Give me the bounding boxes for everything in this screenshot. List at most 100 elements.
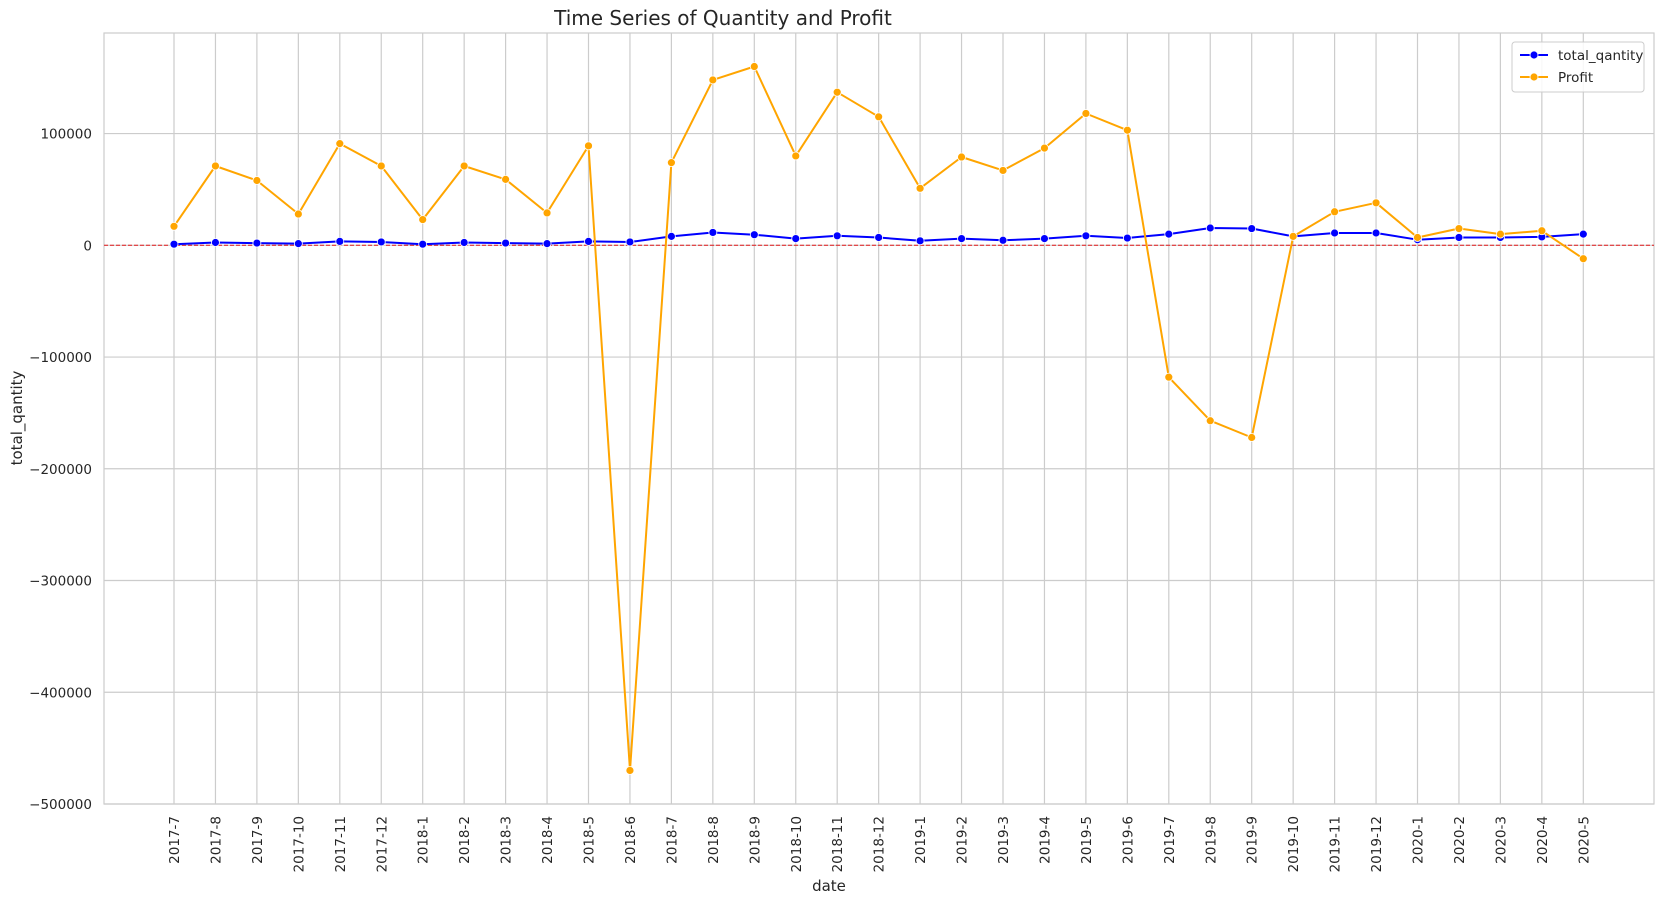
series-layer <box>169 62 1588 775</box>
data-point <box>584 141 593 151</box>
x-tick-label: 2019-7 <box>1162 816 1178 864</box>
legend-label: Profit <box>1558 70 1593 86</box>
chart-title: Time Series of Quantity and Profit <box>553 6 892 30</box>
x-tick-label: 2018-1 <box>416 816 432 864</box>
data-point <box>376 161 386 171</box>
x-tick-label: 2019-3 <box>996 816 1012 864</box>
y-tick-label: −400000 <box>29 685 92 701</box>
x-tick-label: 2019-9 <box>1245 816 1261 864</box>
legend-label: total_qantity <box>1558 48 1643 64</box>
data-point <box>459 238 469 247</box>
data-point <box>998 235 1008 245</box>
data-point <box>169 239 179 249</box>
x-tick-label: 2017-8 <box>208 816 224 864</box>
data-point <box>501 238 511 248</box>
data-point <box>1081 231 1091 241</box>
data-point <box>501 174 511 184</box>
data-point <box>708 75 718 85</box>
x-tick-label: 2020-4 <box>1535 816 1551 864</box>
x-tick-label: 2017-7 <box>167 816 183 864</box>
y-tick-labels: 100000 0 −100000 −200000 −300000 −400000 −5000… <box>29 127 92 813</box>
series-Profit <box>169 62 1588 775</box>
x-tick-label: 2020-1 <box>1411 816 1427 864</box>
y-tick-label: −200000 <box>29 462 92 478</box>
x-tick-label: 2020-2 <box>1452 816 1468 864</box>
data-point <box>1371 228 1381 238</box>
y-axis-label: total_qantity <box>8 370 27 465</box>
data-point <box>791 234 801 244</box>
data-point <box>998 166 1008 175</box>
data-point <box>169 221 179 231</box>
x-tick-label: 2018-5 <box>582 816 598 864</box>
data-point <box>1454 233 1464 242</box>
data-point <box>252 176 262 185</box>
data-point <box>1205 223 1215 233</box>
x-tick-label: 2019-10 <box>1286 816 1302 872</box>
legend-item: total_qantity <box>1520 48 1643 64</box>
x-tick-label: 2018-2 <box>457 816 473 864</box>
legend: total_qantity Profit <box>1511 41 1645 93</box>
series-total_qantity <box>169 223 1588 249</box>
data-point <box>335 139 345 149</box>
data-point <box>1413 233 1422 242</box>
data-point <box>1330 228 1339 238</box>
x-tick-label: 2018-4 <box>540 816 556 864</box>
data-point <box>1122 125 1132 135</box>
data-point <box>1288 231 1298 241</box>
data-point <box>832 231 842 241</box>
data-point <box>459 161 469 171</box>
y-tick-label: −300000 <box>29 574 92 590</box>
x-tick-label: 2018-11 <box>830 816 846 872</box>
data-point <box>957 234 966 244</box>
data-point <box>1122 233 1132 243</box>
y-tick-label: −500000 <box>29 797 92 813</box>
legend-marker <box>1529 72 1539 82</box>
y-tick-label: −100000 <box>29 350 92 366</box>
data-point <box>708 228 718 237</box>
x-tick-labels: 2017-7 2017-8 2017-9 2017-10 2017-11 2017-12 2… <box>167 816 1592 872</box>
data-point <box>791 151 801 161</box>
x-tick-label: 2018-10 <box>789 816 805 872</box>
x-tick-label: 2017-10 <box>291 816 307 872</box>
data-point <box>376 237 386 247</box>
x-tick-label: 2019-2 <box>955 816 971 864</box>
data-point <box>874 112 884 122</box>
data-point <box>293 209 303 219</box>
data-point <box>1330 207 1339 217</box>
x-tick-label: 2018-12 <box>872 816 888 872</box>
data-point <box>252 238 262 248</box>
data-point <box>915 183 925 193</box>
data-point <box>1205 416 1215 426</box>
data-point <box>542 208 552 218</box>
data-point <box>542 239 552 249</box>
x-tick-label: 2019-6 <box>1120 816 1136 864</box>
x-tick-label: 2018-8 <box>706 816 722 864</box>
data-point <box>1454 224 1464 233</box>
x-tick-label: 2019-4 <box>1037 816 1053 864</box>
data-point <box>667 231 676 241</box>
data-point <box>625 766 635 775</box>
data-point <box>749 230 759 240</box>
x-axis-label: date <box>812 877 846 895</box>
x-tick-label: 2017-11 <box>333 816 349 872</box>
legend-item: Profit <box>1520 70 1593 86</box>
data-point <box>418 239 428 249</box>
data-point <box>915 236 925 246</box>
data-point <box>1164 372 1174 382</box>
x-tick-label: 2019-8 <box>1203 816 1219 864</box>
x-tick-label: 2020-5 <box>1576 816 1592 864</box>
data-point <box>211 238 220 247</box>
data-point <box>584 236 593 246</box>
data-point <box>1040 234 1049 244</box>
x-tick-label: 2017-12 <box>374 816 390 872</box>
x-tick-label: 2019-12 <box>1369 816 1385 872</box>
y-tick-label: 100000 <box>40 127 92 143</box>
data-point <box>1247 433 1257 442</box>
data-point <box>1578 229 1588 239</box>
x-tick-label: 2020-3 <box>1493 816 1509 864</box>
x-tick-label: 2019-1 <box>913 816 929 864</box>
data-point <box>1040 143 1049 153</box>
data-point <box>1081 109 1091 118</box>
data-point <box>1247 224 1257 233</box>
